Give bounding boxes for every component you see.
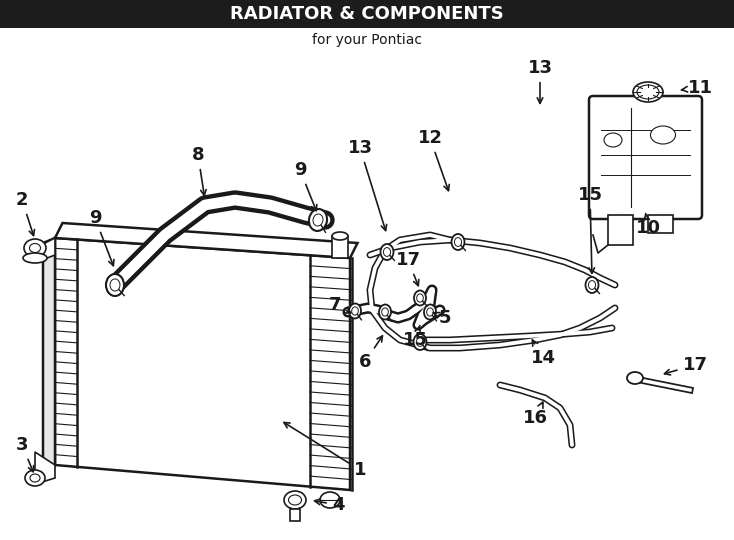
Text: 9: 9 (294, 161, 317, 211)
Ellipse shape (417, 294, 424, 302)
Ellipse shape (424, 305, 436, 320)
Ellipse shape (627, 372, 643, 384)
Text: 11: 11 (681, 79, 713, 97)
Text: 15: 15 (402, 326, 427, 349)
Text: 4: 4 (315, 496, 344, 514)
Ellipse shape (451, 234, 465, 250)
Ellipse shape (413, 334, 426, 350)
Ellipse shape (414, 291, 426, 306)
Text: 13: 13 (528, 59, 553, 103)
Bar (608, 215, 633, 245)
Polygon shape (55, 238, 350, 490)
Ellipse shape (313, 214, 323, 226)
Ellipse shape (383, 248, 390, 256)
Text: 12: 12 (418, 129, 449, 191)
Ellipse shape (25, 470, 45, 486)
Text: 5: 5 (433, 309, 451, 327)
Ellipse shape (426, 308, 433, 316)
Text: 10: 10 (636, 213, 661, 237)
Ellipse shape (24, 239, 46, 257)
Ellipse shape (586, 277, 598, 293)
Ellipse shape (380, 244, 393, 260)
Ellipse shape (284, 491, 306, 509)
Ellipse shape (30, 474, 40, 482)
Ellipse shape (29, 244, 40, 253)
Polygon shape (35, 238, 55, 260)
Bar (648, 215, 673, 233)
Ellipse shape (379, 305, 391, 320)
Ellipse shape (589, 281, 595, 289)
Text: 8: 8 (192, 146, 206, 195)
Ellipse shape (650, 126, 675, 144)
Ellipse shape (349, 303, 361, 319)
Text: 15: 15 (578, 186, 603, 273)
Polygon shape (35, 452, 55, 482)
Polygon shape (55, 223, 357, 258)
Ellipse shape (288, 495, 302, 505)
Text: 16: 16 (523, 402, 548, 427)
Text: 3: 3 (15, 436, 34, 472)
Ellipse shape (633, 82, 663, 102)
Ellipse shape (106, 274, 124, 296)
Text: 17: 17 (664, 356, 708, 375)
Ellipse shape (382, 308, 388, 316)
Polygon shape (43, 238, 55, 470)
Text: 13: 13 (347, 139, 387, 231)
Ellipse shape (637, 85, 659, 99)
Text: 6: 6 (359, 336, 382, 371)
Ellipse shape (309, 209, 327, 231)
Text: for your Pontiac: for your Pontiac (312, 33, 422, 47)
Ellipse shape (320, 492, 340, 508)
Ellipse shape (332, 232, 348, 240)
Ellipse shape (23, 253, 47, 263)
Bar (290, 509, 300, 521)
Ellipse shape (110, 279, 120, 291)
Ellipse shape (454, 238, 462, 246)
Ellipse shape (604, 133, 622, 147)
Ellipse shape (416, 338, 424, 346)
Text: 2: 2 (15, 191, 34, 235)
Text: 9: 9 (89, 209, 114, 266)
FancyBboxPatch shape (589, 96, 702, 219)
Text: 7: 7 (329, 296, 351, 314)
Text: RADIATOR & COMPONENTS: RADIATOR & COMPONENTS (230, 5, 504, 23)
Text: 1: 1 (284, 422, 366, 479)
Text: 14: 14 (531, 340, 556, 367)
Ellipse shape (352, 307, 358, 315)
Bar (332, 236, 348, 258)
Text: 17: 17 (396, 251, 421, 286)
Bar (0, 0, 734, 28)
